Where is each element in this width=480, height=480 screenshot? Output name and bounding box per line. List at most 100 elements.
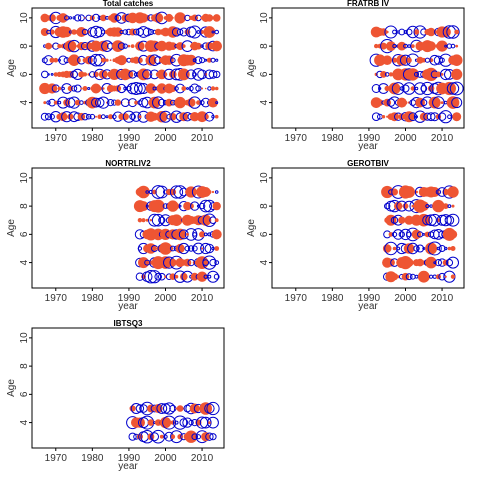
bubble-point: [138, 257, 149, 269]
bubble-point: [409, 273, 416, 280]
bubble-point: [384, 85, 390, 92]
bubble-point: [381, 185, 394, 199]
x-tick-label: 1990: [118, 453, 141, 464]
bubble-point: [374, 54, 386, 66]
bubble-point: [135, 41, 145, 51]
bubble-point: [130, 44, 135, 48]
x-tick-label: 1980: [81, 133, 104, 144]
y-tick-label: 10: [19, 172, 30, 184]
bubble-point: [151, 185, 166, 199]
bubble-point: [405, 28, 413, 36]
bubble-point: [446, 25, 460, 39]
bubble-point: [417, 270, 430, 283]
bubble-point: [174, 274, 179, 279]
bubble-point: [211, 246, 215, 251]
bubble-point: [196, 100, 201, 105]
bubble-point: [176, 28, 184, 36]
bubble-point: [391, 188, 398, 196]
bubble-point: [213, 273, 220, 280]
bubble-point: [405, 273, 413, 281]
y-tick-label: 4: [259, 99, 270, 105]
bubble-point: [195, 256, 209, 269]
bubble-point: [204, 58, 208, 62]
bubble-point: [174, 420, 179, 425]
bubble-point: [181, 86, 187, 91]
bubble-point: [145, 54, 157, 66]
bubble-point: [427, 85, 435, 92]
bubble-point: [205, 14, 214, 22]
bubble-point: [455, 44, 459, 48]
bubble-point: [144, 270, 158, 284]
bubble-point: [182, 44, 186, 48]
bubble-point: [211, 229, 222, 240]
x-tick-label: 2010: [191, 293, 214, 304]
bubble-point: [122, 43, 128, 49]
bubble-point: [398, 231, 405, 238]
bubble-point: [169, 113, 177, 121]
bubble-point: [170, 214, 183, 226]
bubble-point: [196, 271, 208, 282]
bubble-point: [406, 68, 419, 81]
plot-frame: [31, 327, 225, 449]
bubble-point: [145, 243, 157, 254]
bubble-point: [50, 73, 54, 76]
bubble-point: [447, 186, 459, 198]
panel-title: Total catches: [103, 0, 154, 8]
bubble-point: [208, 70, 218, 79]
x-axis-label: year: [118, 141, 138, 152]
bubble-point: [64, 15, 70, 21]
bubble-point: [163, 402, 176, 415]
bubble-point: [442, 81, 456, 96]
bubble-point: [58, 55, 68, 65]
bubble-point: [437, 112, 447, 121]
bubble-point: [86, 96, 99, 109]
bubble-point: [174, 228, 186, 241]
bubble-point: [159, 417, 172, 429]
bubble-point: [435, 71, 442, 78]
panel-title: GEROTBIV: [347, 159, 389, 168]
bubble-point: [399, 228, 412, 241]
bubble-point: [436, 40, 448, 52]
bubble-point: [391, 82, 405, 95]
bubble-point: [200, 187, 211, 197]
bubble-point: [439, 214, 452, 227]
bubble-point: [40, 112, 49, 121]
x-tick-label: 2000: [154, 453, 177, 464]
bubble-point: [210, 86, 216, 91]
bubble-point: [179, 418, 189, 427]
bubble-point: [186, 69, 197, 80]
bubble-point: [129, 82, 143, 95]
bubble-point: [212, 14, 221, 22]
bubble-point: [89, 25, 103, 39]
x-tick-label: 2000: [394, 133, 417, 144]
bubble-point: [171, 16, 174, 19]
bubble-point: [425, 214, 437, 226]
bubble-point: [418, 201, 429, 212]
y-axis-label: Age: [246, 59, 257, 77]
x-tick-label: 1970: [45, 133, 68, 144]
bubble-point: [137, 68, 150, 81]
bubble-point: [451, 68, 463, 80]
bubble-point: [429, 274, 434, 279]
bubble-point: [41, 70, 49, 79]
bubble-point: [80, 87, 83, 90]
bubble-point: [450, 43, 456, 49]
bubble-series: [369, 25, 464, 124]
bubble-point: [199, 199, 212, 213]
bubble-point: [450, 246, 456, 251]
bubble-point: [210, 57, 216, 63]
bubble-point: [450, 274, 456, 279]
bubble-point: [82, 72, 88, 77]
bubble-point: [452, 112, 462, 122]
bubble-point: [170, 434, 176, 440]
bubble-point: [211, 30, 215, 34]
bubble-point: [163, 434, 168, 439]
x-tick-label: 1980: [81, 293, 104, 304]
bubble-point: [154, 272, 162, 281]
bubble-point: [150, 432, 159, 442]
bubble-point: [173, 415, 188, 430]
bubble-point: [416, 244, 425, 253]
bubble-point: [392, 246, 397, 251]
bubble-point: [206, 401, 220, 416]
bubble-point: [57, 44, 62, 49]
